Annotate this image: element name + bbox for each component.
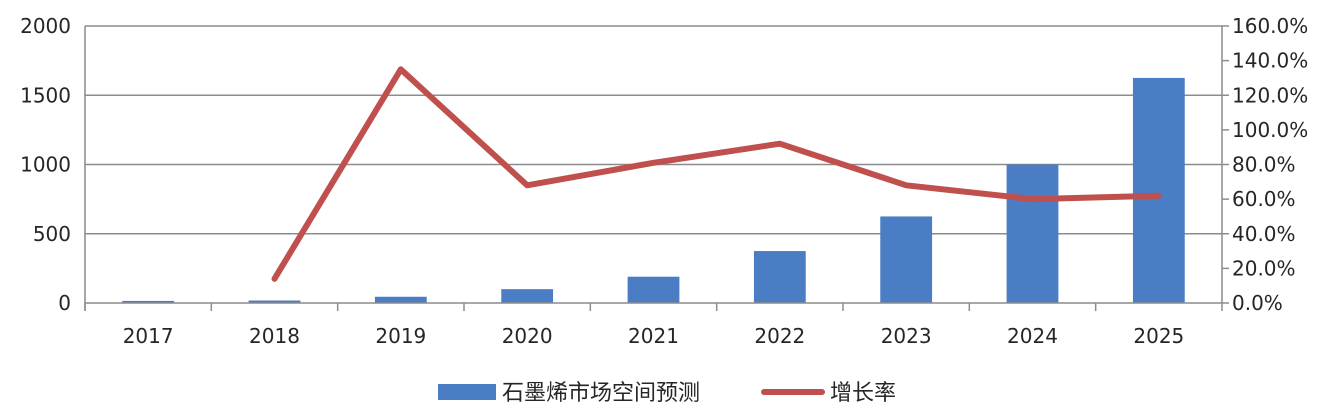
bar — [248, 300, 301, 303]
bar — [501, 289, 554, 303]
bar-series — [122, 77, 1185, 303]
x-tick-label: 2017 — [123, 324, 174, 348]
right-tick-label: 0.0% — [1232, 291, 1283, 315]
left-tick-label: 2000 — [20, 14, 71, 38]
legend-swatch-bar — [438, 384, 496, 400]
right-tick-label: 60.0% — [1232, 187, 1296, 211]
bar — [753, 251, 806, 303]
growth-rate-line — [271, 66, 1162, 282]
right-tick-label: 140.0% — [1232, 49, 1308, 73]
right-axis-ticks: 0.0% 20.0% 40.0% 60.0% 80.0% 100.0% 120.0% 140.… — [1222, 14, 1308, 315]
legend: 石墨烯市场空间预测 增长率 — [438, 381, 896, 406]
legend-label-bar: 石墨烯市场空间预测 — [502, 381, 700, 406]
x-tick-label: 2020 — [502, 324, 553, 348]
x-tick-label: 2019 — [375, 324, 426, 348]
bar — [1132, 77, 1185, 303]
x-tick-label: 2022 — [754, 324, 805, 348]
right-tick-label: 160.0% — [1232, 14, 1308, 38]
x-tick-label: 2021 — [628, 324, 679, 348]
left-tick-label: 0 — [58, 291, 71, 315]
left-tick-label: 1000 — [20, 153, 71, 177]
bar — [122, 300, 175, 303]
right-tick-label: 40.0% — [1232, 222, 1296, 246]
left-axis-ticks: 0 500 1000 1500 2000 — [20, 14, 71, 315]
x-axis-ticks: 2017 2018 2019 2020 2021 2022 2023 2024 2025 — [123, 324, 1185, 348]
legend-label-line: 增长率 — [830, 381, 896, 406]
bar — [374, 296, 427, 303]
bar — [880, 216, 933, 303]
left-tick-label: 500 — [33, 222, 71, 246]
bar — [1006, 164, 1059, 303]
right-tick-label: 80.0% — [1232, 153, 1296, 177]
right-tick-label: 20.0% — [1232, 256, 1296, 280]
x-tick-label: 2025 — [1133, 324, 1184, 348]
right-tick-label: 100.0% — [1232, 118, 1308, 142]
left-tick-label: 1500 — [20, 83, 71, 107]
right-tick-label: 120.0% — [1232, 83, 1308, 107]
x-tick-label: 2024 — [1007, 324, 1058, 348]
line-series — [271, 66, 1162, 282]
x-tick-label: 2018 — [249, 324, 300, 348]
x-tick-label: 2023 — [881, 324, 932, 348]
bar — [627, 276, 680, 303]
